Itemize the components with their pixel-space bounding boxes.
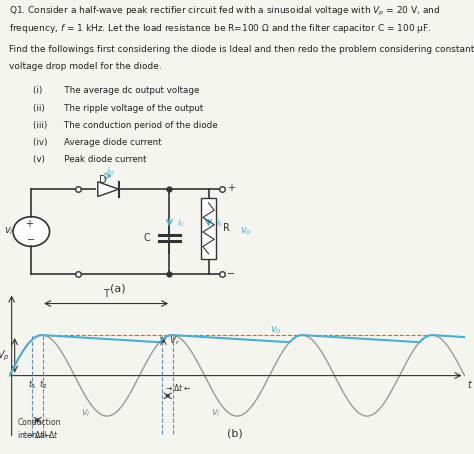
Text: +: + (227, 183, 235, 193)
Text: (iii)      The conduction period of the diode: (iii) The conduction period of the diode (33, 121, 218, 130)
Text: D: D (99, 175, 107, 185)
Text: $v_o$: $v_o$ (240, 226, 251, 237)
Text: (a): (a) (109, 284, 125, 294)
Text: $i_C$: $i_C$ (177, 217, 186, 229)
Text: frequency, $f$ = 1 kHz. Let the load resistance be R=100 Ω and the filter capaci: frequency, $f$ = 1 kHz. Let the load res… (9, 22, 432, 35)
Polygon shape (98, 182, 118, 197)
Text: −: − (227, 269, 235, 279)
FancyBboxPatch shape (201, 197, 217, 259)
Text: C: C (144, 233, 151, 243)
Text: Conduction
interval $\Delta t$: Conduction interval $\Delta t$ (17, 418, 61, 439)
Text: (v)       Peak diode current: (v) Peak diode current (33, 155, 146, 164)
Text: Q1. Consider a half-wave peak rectifier circuit fed with a sinusoidal voltage wi: Q1. Consider a half-wave peak rectifier … (9, 5, 441, 18)
Text: R: R (223, 223, 230, 233)
Text: Find the followings first considering the diode is Ideal and then redo the probl: Find the followings first considering th… (9, 45, 474, 54)
Text: $V_p$: $V_p$ (0, 348, 9, 363)
Text: $\rightarrow \Delta t \leftarrow$: $\rightarrow \Delta t \leftarrow$ (164, 382, 191, 393)
Circle shape (13, 217, 50, 247)
Text: −: − (27, 235, 36, 245)
Text: $\rightarrow \Delta t \leftarrow$: $\rightarrow \Delta t \leftarrow$ (25, 429, 52, 439)
Text: $i_L$: $i_L$ (217, 217, 224, 229)
Text: $t$: $t$ (467, 379, 473, 390)
Text: voltage drop model for the diode.: voltage drop model for the diode. (9, 62, 162, 71)
Text: $t_2$: $t_2$ (39, 379, 47, 391)
Text: (iv)      Average diode current: (iv) Average diode current (33, 138, 162, 147)
Text: $v_i$: $v_i$ (210, 407, 220, 419)
Text: $V_r$: $V_r$ (169, 335, 180, 347)
Text: T: T (103, 290, 109, 300)
Text: $v_i$: $v_i$ (81, 407, 90, 419)
Text: +: + (25, 219, 33, 229)
Text: $t_1$: $t_1$ (28, 379, 36, 391)
Text: (i)        The average dc output voltage: (i) The average dc output voltage (33, 86, 200, 95)
Text: $v_o$: $v_o$ (270, 324, 281, 336)
Text: $v_i$: $v_i$ (4, 226, 14, 237)
Text: (ii)       The ripple voltage of the output: (ii) The ripple voltage of the output (33, 104, 203, 113)
Text: $i_D$: $i_D$ (106, 166, 115, 178)
Text: (b): (b) (227, 429, 243, 439)
